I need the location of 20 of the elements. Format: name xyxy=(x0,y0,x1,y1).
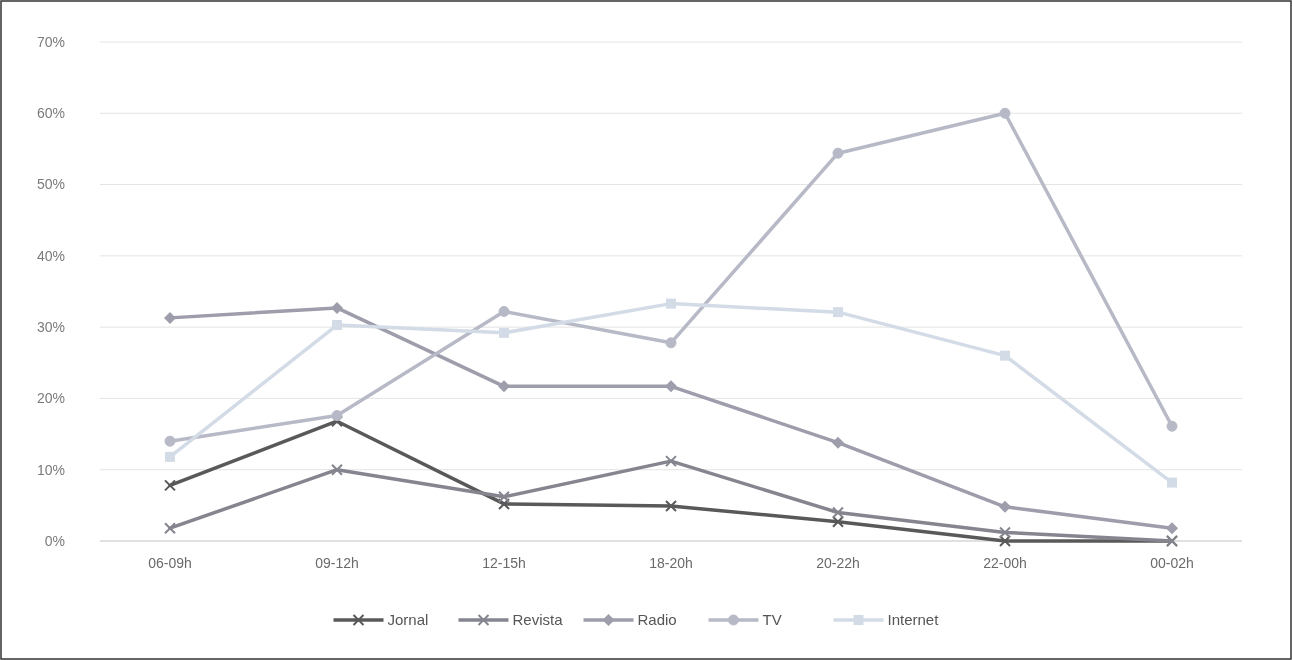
x-tick-label: 20-22h xyxy=(816,554,860,571)
y-tick-label: 50% xyxy=(36,176,65,193)
legend-label: Revista xyxy=(512,611,564,629)
x-tick-label: 09-12h xyxy=(315,554,359,571)
y-tick-label: 10% xyxy=(36,461,65,478)
y-tick-label: 20% xyxy=(36,390,65,407)
y-tick-label: 60% xyxy=(36,105,65,122)
y-tick-label: 30% xyxy=(36,319,65,336)
x-tick-label: 22-00h xyxy=(983,554,1027,571)
x-tick-label: 06-09h xyxy=(148,554,192,571)
legend-label: Internet xyxy=(887,611,940,629)
x-tick-label: 00-02h xyxy=(1150,554,1194,571)
y-tick-label: 70% xyxy=(36,33,65,50)
x-tick-label: 12-15h xyxy=(482,554,526,571)
legend-label: Jornal xyxy=(387,611,429,629)
y-tick-label: 40% xyxy=(36,247,65,264)
legend-label: TV xyxy=(762,611,782,629)
y-tick-label: 0% xyxy=(44,532,65,549)
legend-label: Radio xyxy=(637,611,677,629)
x-tick-label: 18-20h xyxy=(649,554,693,571)
